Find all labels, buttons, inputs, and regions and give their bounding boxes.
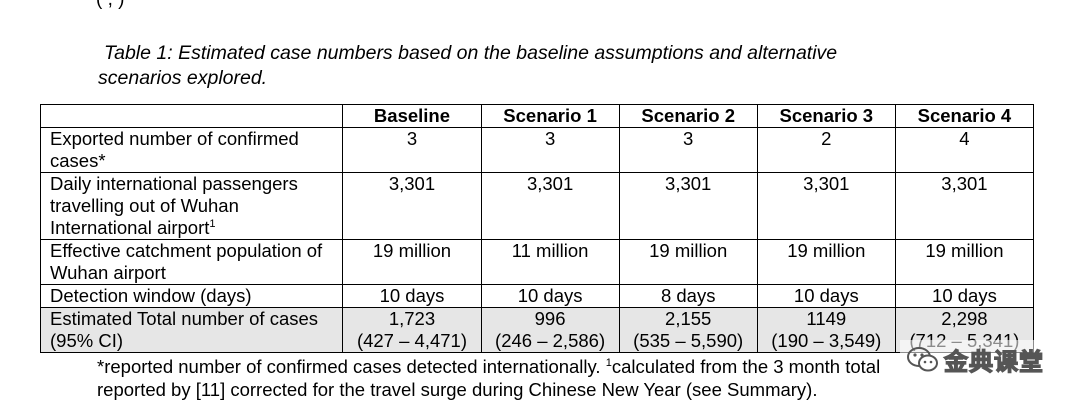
footnote-superscript: 1 [605, 356, 612, 369]
header-row: Baseline Scenario 1 Scenario 2 Scenario … [39, 104, 1035, 128]
table-cell: 10 days [756, 284, 896, 308]
table-cell: 2,155 (535 – 5,590) [618, 307, 758, 353]
footnote-text: calculated from the 3 month total [611, 356, 881, 377]
previous-text-fragment: ( , ) [96, 0, 125, 11]
case-estimates-table: Baseline Scenario 1 Scenario 2 Scenario … [39, 104, 1035, 353]
table-row: Exported number of confirmed cases* 3 3 … [39, 127, 1035, 173]
caption-line-2: scenarios explored. [98, 67, 268, 89]
watermark: 金典课堂 [900, 340, 1050, 379]
table-cell: 1149 (190 – 3,549) [756, 307, 896, 353]
confidence-interval: (427 – 4,471) [356, 330, 467, 351]
footnote-text: *reported number of confirmed cases dete… [97, 356, 606, 377]
estimate-value: 2,298 [941, 308, 988, 329]
table-footnote: *reported number of confirmed cases dete… [97, 355, 880, 401]
footnote-line-1: *reported number of confirmed cases dete… [97, 355, 880, 378]
footnote-line-2: reported by [11] corrected for the trave… [97, 379, 818, 400]
confidence-interval: (535 – 5,590) [633, 330, 744, 351]
table-cell: 3,301 [342, 172, 482, 240]
table-cell: 19 million [894, 239, 1035, 285]
header-scenario-3: Scenario 3 [756, 104, 896, 128]
header-scenario-4: Scenario 4 [894, 104, 1035, 128]
estimate-value: 996 [534, 308, 566, 329]
table-cell: 19 million [342, 239, 482, 285]
table-cell: 3,301 [894, 172, 1035, 240]
table-row-total: Estimated Total number of cases (95% CI)… [39, 307, 1035, 353]
table-cell: 3 [480, 127, 620, 173]
row-label-text: Daily international passengers travellin… [50, 173, 298, 238]
row-label: Exported number of confirmed cases* [39, 127, 344, 173]
table-cell: 3,301 [756, 172, 896, 240]
row-label-superscript: 1 [209, 217, 216, 230]
header-scenario-1: Scenario 1 [480, 104, 620, 128]
row-label: Effective catchment population of Wuhan … [39, 239, 344, 285]
row-label: Detection window (days) [39, 284, 344, 308]
table-cell: 10 days [342, 284, 482, 308]
estimate-value: 1149 [806, 308, 847, 329]
table-cell: 11 million [480, 239, 620, 285]
table-row: Detection window (days) 10 days 10 days … [39, 284, 1035, 308]
table-cell: 10 days [480, 284, 620, 308]
table-cell: 3,301 [480, 172, 620, 240]
table-cell: 19 million [618, 239, 758, 285]
table-row: Daily international passengers travellin… [39, 172, 1035, 240]
table-cell: 3 [342, 127, 482, 173]
table-cell: 8 days [618, 284, 758, 308]
row-label: Daily international passengers travellin… [39, 172, 344, 240]
watermark-text: 金典课堂 [943, 347, 1044, 376]
row-label: Estimated Total number of cases (95% CI) [39, 307, 344, 353]
table-cell: 1,723 (427 – 4,471) [342, 307, 482, 353]
table-cell: 10 days [894, 284, 1035, 308]
table-cell: 19 million [756, 239, 896, 285]
header-blank [39, 104, 344, 128]
estimate-value: 2,155 [665, 308, 712, 329]
table-cell: 3,301 [618, 172, 758, 240]
caption-line-1: Table 1: Estimated case numbers based on… [104, 42, 838, 64]
header-scenario-2: Scenario 2 [618, 104, 758, 128]
table-row: Effective catchment population of Wuhan … [39, 239, 1035, 285]
table-cell: 2 [756, 127, 896, 173]
table-cell: 4 [894, 127, 1035, 173]
table-cell: 996 (246 – 2,586) [480, 307, 620, 353]
estimate-value: 1,723 [388, 308, 436, 329]
confidence-interval: (246 – 2,586) [495, 330, 606, 351]
table-cell: 3 [618, 127, 758, 173]
confidence-interval: (190 – 3,549) [771, 330, 882, 351]
table-caption: Table 1: Estimated case numbers based on… [98, 41, 998, 91]
wechat-icon [907, 346, 938, 371]
header-baseline: Baseline [342, 104, 482, 128]
